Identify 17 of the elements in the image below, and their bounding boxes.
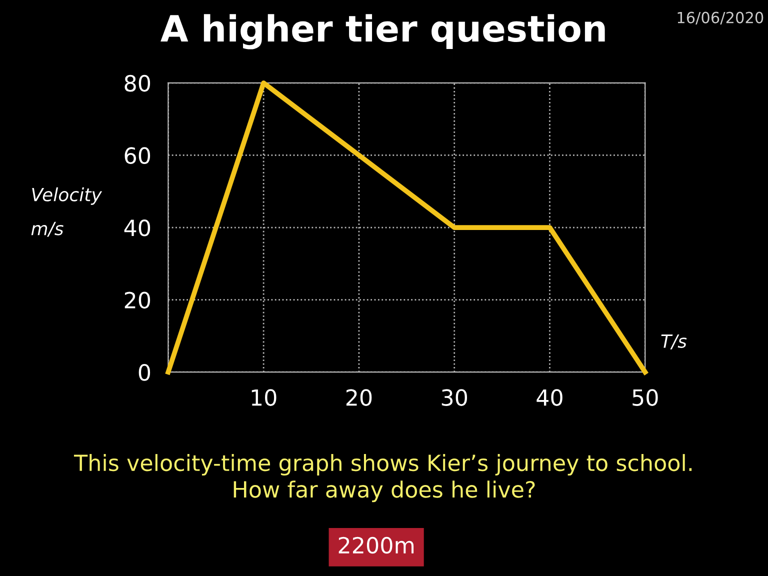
x-tick-label: 50 xyxy=(632,389,658,406)
y-tick-label: 20 xyxy=(124,292,150,309)
x-axis-title: T/s xyxy=(661,334,687,350)
y-tick-label: 80 xyxy=(124,74,150,92)
x-tick-label: 10 xyxy=(252,389,276,406)
y-axis-title: Velocity m/s xyxy=(31,187,102,237)
text: 2200m xyxy=(338,536,414,554)
chart-title: A higher tier question xyxy=(160,14,605,50)
x-tick-label: 20 xyxy=(346,389,372,406)
y-tick-label: 0 xyxy=(138,364,150,381)
y-tick-label: 40 xyxy=(124,219,150,236)
y-tick-label: 60 xyxy=(124,147,150,164)
text: 16/06/2020 xyxy=(678,12,764,25)
line-series xyxy=(166,80,648,375)
x-tick-label: 40 xyxy=(536,389,562,406)
text: This velocity-time graph shows Kier’s journey to school. How far away does he live? xyxy=(74,454,692,502)
x-tick-label: 30 xyxy=(442,389,468,406)
